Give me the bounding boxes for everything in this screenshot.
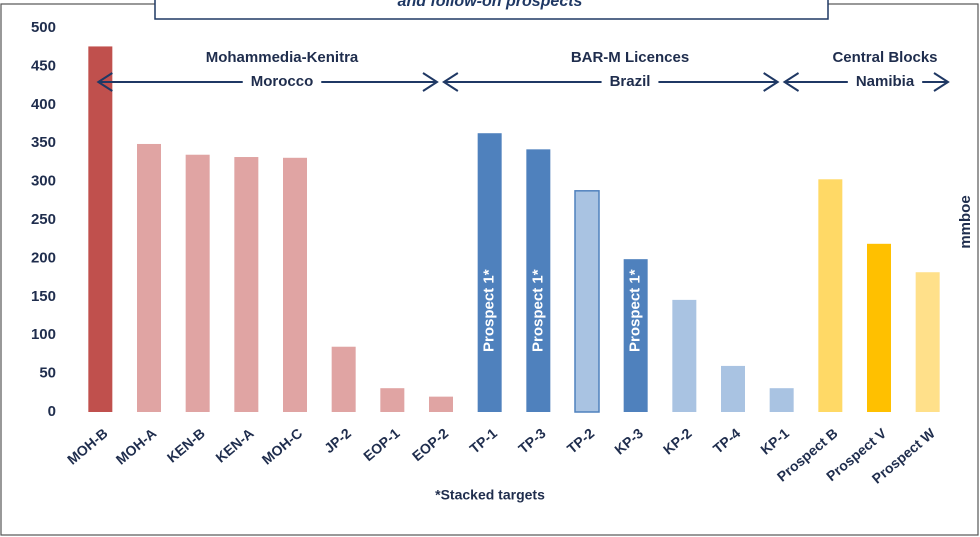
x-tick-label: MOH-B xyxy=(64,425,111,468)
x-tick-label: TP-4 xyxy=(710,425,744,457)
y-tick-label: 150 xyxy=(31,288,56,305)
arrow-head xyxy=(442,72,459,92)
bar xyxy=(331,346,356,412)
bar xyxy=(429,396,453,412)
region-sublabel: Morocco xyxy=(251,73,314,90)
x-tick-label: KP-2 xyxy=(660,425,695,458)
region-sublabel: Brazil xyxy=(610,73,651,90)
y-tick-label: 100 xyxy=(31,326,56,343)
region-sublabel: Namibia xyxy=(856,73,915,90)
region-label: BAR-M Licences xyxy=(571,49,689,66)
bar-label: Prospect 1* xyxy=(481,269,498,352)
arrow-head xyxy=(96,72,113,92)
bar xyxy=(234,157,259,412)
arrow-head xyxy=(422,72,439,92)
x-tick-label: KEN-A xyxy=(212,425,256,466)
bar-label: Prospect 1* xyxy=(529,269,546,352)
bar xyxy=(477,133,502,412)
bar xyxy=(526,149,551,412)
x-tick-label: KEN-B xyxy=(164,425,208,466)
bar xyxy=(88,46,113,412)
y-tick-label: 400 xyxy=(31,96,56,113)
arrow-head xyxy=(782,72,800,92)
x-tick-label: EOP-1 xyxy=(360,425,403,464)
bar xyxy=(818,179,843,412)
x-tick-label: TP-1 xyxy=(466,425,500,457)
arrow-head xyxy=(763,72,780,92)
bar xyxy=(915,272,940,412)
bar xyxy=(867,243,891,412)
y-tick-label: 0 xyxy=(48,403,56,420)
y-axis-label: mmboe xyxy=(957,195,974,248)
chart-title: and follow-on prospects xyxy=(398,0,583,10)
bar xyxy=(672,299,697,412)
y-tick-label: 300 xyxy=(31,173,56,190)
region-label: Central Blocks xyxy=(832,49,937,66)
y-tick-label: 350 xyxy=(31,134,56,151)
bar xyxy=(623,259,648,412)
bar xyxy=(574,190,600,413)
x-tick-label: MOH-C xyxy=(259,425,306,468)
bar-label: Prospect 1* xyxy=(627,269,644,352)
arrow-head xyxy=(933,72,950,92)
x-tick-label: TP-2 xyxy=(564,425,598,457)
y-tick-label: 250 xyxy=(31,211,56,228)
bar xyxy=(721,365,745,412)
bar xyxy=(283,157,307,412)
x-tick-label: MOH-A xyxy=(113,425,160,468)
x-tick-label: KP-3 xyxy=(611,425,646,458)
bar xyxy=(380,388,405,412)
bar xyxy=(769,388,794,412)
note: *Stacked targets xyxy=(435,487,545,503)
bar xyxy=(137,143,161,412)
x-tick-label: TP-3 xyxy=(515,425,549,457)
region-label: Mohammedia-Kenitra xyxy=(206,49,359,66)
x-tick-label: EOP-2 xyxy=(409,425,452,464)
y-tick-label: 450 xyxy=(31,57,56,74)
y-tick-label: 500 xyxy=(31,19,56,36)
x-tick-label: JP-2 xyxy=(321,425,354,456)
y-tick-label: 50 xyxy=(39,365,56,382)
title-box xyxy=(154,0,829,20)
bar xyxy=(185,154,210,412)
y-tick-label: 200 xyxy=(31,249,56,266)
x-tick-label: KP-1 xyxy=(757,425,792,458)
